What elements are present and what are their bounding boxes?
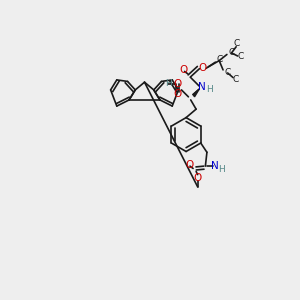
- Text: C: C: [216, 55, 222, 64]
- Polygon shape: [193, 89, 199, 97]
- Text: C: C: [232, 75, 239, 84]
- Text: C: C: [233, 39, 239, 48]
- Text: H: H: [165, 79, 172, 88]
- Text: N: N: [211, 161, 218, 171]
- Text: O: O: [198, 63, 206, 73]
- Text: C: C: [228, 48, 235, 57]
- Text: O: O: [194, 173, 202, 183]
- Text: H: H: [206, 85, 213, 94]
- Text: N: N: [198, 82, 206, 92]
- Text: O: O: [173, 89, 182, 99]
- Text: H: H: [218, 165, 225, 174]
- Text: O: O: [185, 160, 193, 170]
- Text: O: O: [180, 65, 188, 75]
- Text: O: O: [173, 79, 182, 89]
- Text: C: C: [224, 68, 231, 77]
- Text: C: C: [238, 52, 244, 61]
